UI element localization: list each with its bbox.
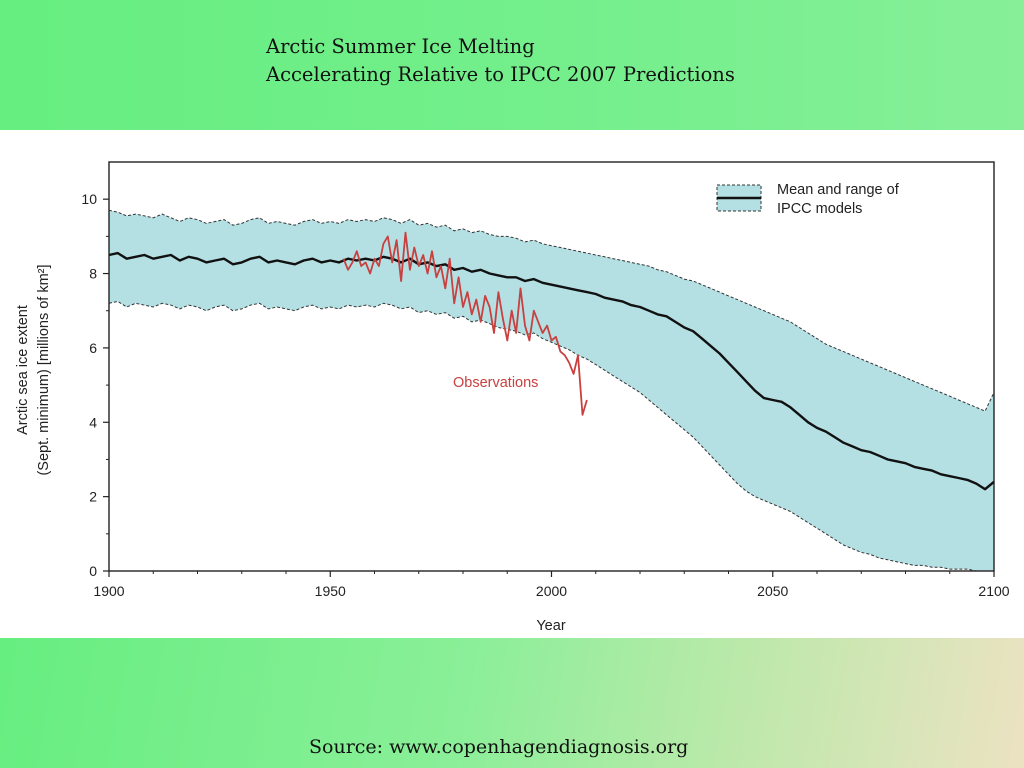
y-axis-label-line-2: (Sept. minimum) [millions of km²] [36,264,52,475]
y-tick-label: 4 [89,414,97,430]
source-caption: Source: www.copenhagendiagnosis.org [309,736,689,758]
y-tick-label: 2 [89,489,97,505]
title-line-2: Accelerating Relative to IPCC 2007 Predi… [266,63,735,86]
y-axis-label-line-1: Arctic sea ice extent [15,305,31,435]
axis-layer: 1900 1950 2000 2050 2100 0 2 4 6 8 10 [81,161,1010,599]
x-tick-label: 2100 [978,583,1009,599]
sea-ice-chart: 1900 1950 2000 2050 2100 0 2 4 6 8 10 Mean and ran… [15,161,1010,634]
x-tick-label: 1900 [93,583,124,599]
model-range-lower [108,300,994,572]
slide-title: Arctic Summer Ice Melting Accelerating R… [266,33,735,89]
legend-label-line-1: Mean and range of [777,182,900,198]
model-range-upper [108,209,995,412]
model-range-band [109,210,994,572]
observations-line [342,231,588,416]
x-axis-label: Year [536,618,565,634]
header-band [0,0,1024,130]
legend: Mean and range of IPCC models [716,182,900,217]
y-tick-label: 10 [81,191,97,207]
x-tick-label: 2050 [757,583,788,599]
model-mean-line [108,251,995,491]
x-tick-label: 2000 [536,583,567,599]
y-tick-label: 6 [89,340,97,356]
title-line-1: Arctic Summer Ice Melting [266,35,535,58]
y-tick-label: 8 [89,266,97,282]
observations-annotation: Observations [453,375,538,391]
plot-layer [108,209,995,572]
legend-label-line-2: IPCC models [777,201,862,217]
footer-band [0,638,1024,768]
y-tick-label: 0 [89,563,97,579]
x-tick-label: 1950 [315,583,346,599]
